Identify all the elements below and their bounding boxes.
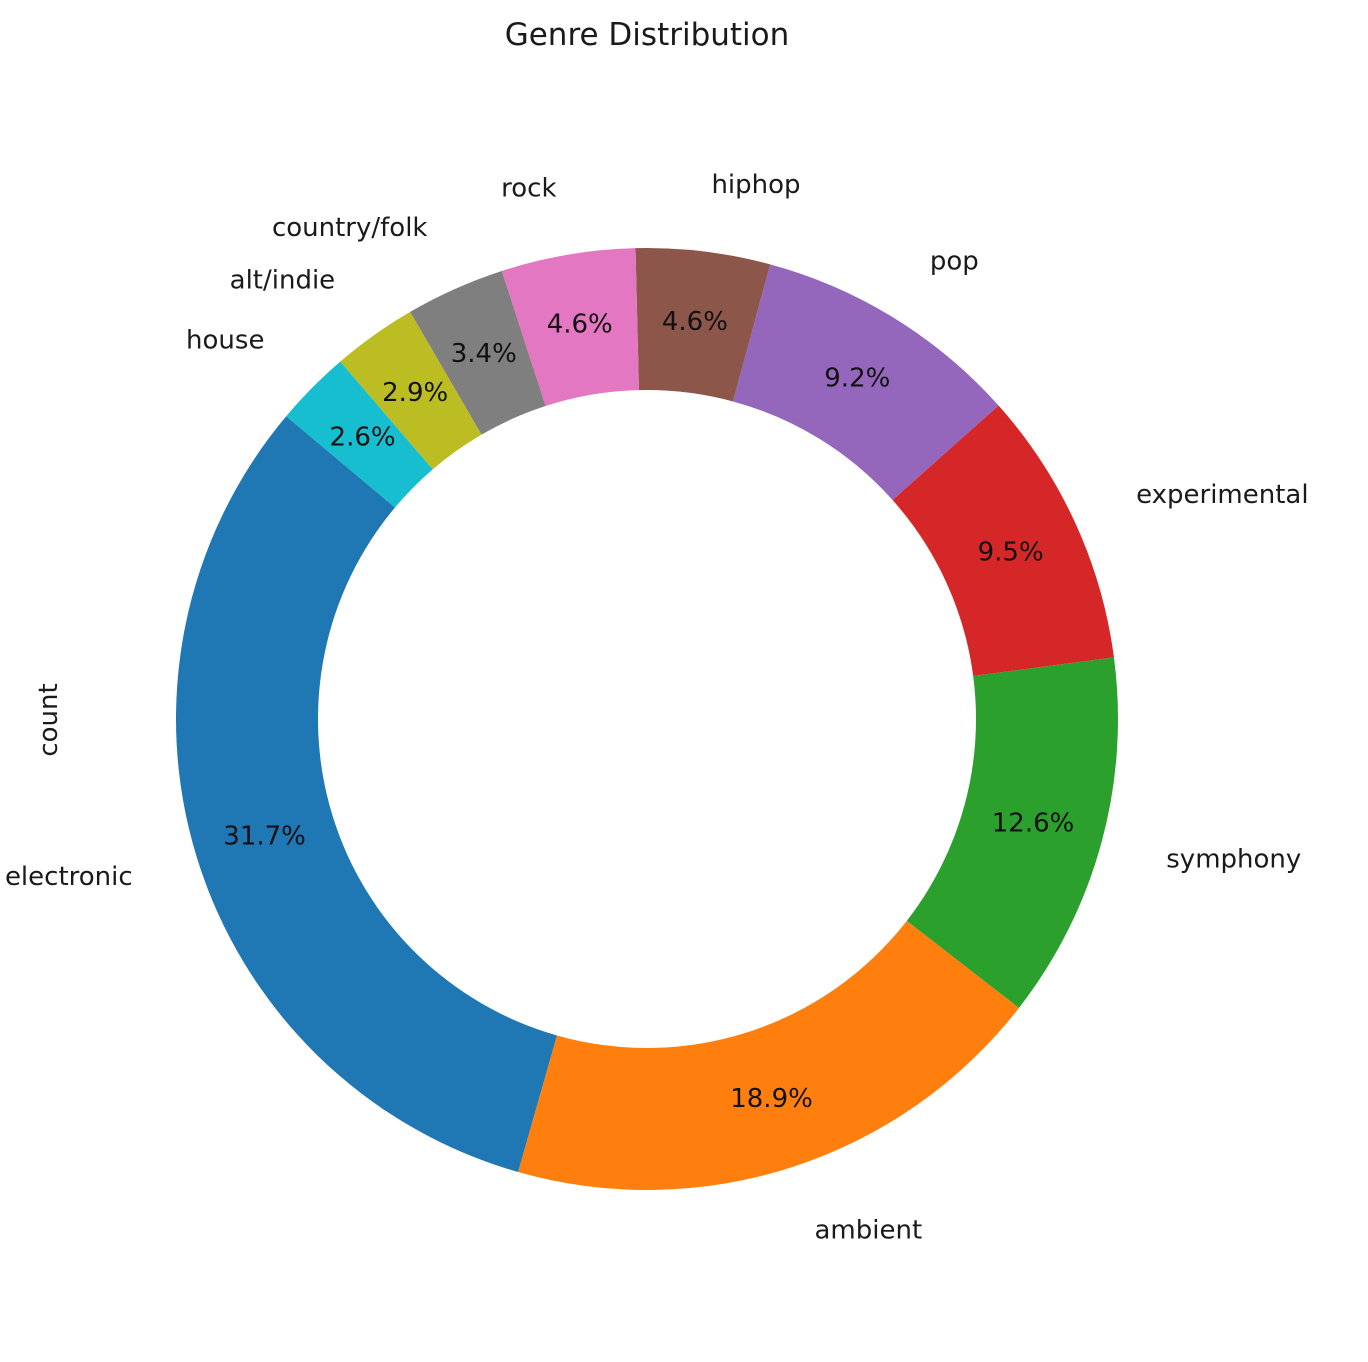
slice-label-pop: pop xyxy=(930,246,979,276)
slice-label-ambient: ambient xyxy=(815,1215,923,1245)
slice-pop xyxy=(733,264,999,501)
pct-label-country-folk: 3.4% xyxy=(451,339,517,369)
slice-experimental xyxy=(892,405,1114,676)
slice-ambient xyxy=(518,920,1019,1190)
pct-label-pop: 9.2% xyxy=(824,364,890,394)
slice-label-country-folk: country/folk xyxy=(272,213,428,243)
pct-label-hiphop: 4.6% xyxy=(662,307,728,337)
pct-label-alt-indie: 2.9% xyxy=(382,378,448,408)
pct-label-rock: 4.6% xyxy=(547,310,613,340)
pct-label-electronic: 31.7% xyxy=(223,821,306,851)
slice-label-experimental: experimental xyxy=(1136,480,1309,510)
slice-label-house: house xyxy=(186,326,264,356)
slice-hiphop xyxy=(635,248,771,402)
slice-rock xyxy=(501,248,639,407)
pct-label-house: 2.6% xyxy=(330,423,396,453)
slice-electronic xyxy=(176,416,557,1173)
y-axis-label: count xyxy=(34,683,64,756)
slice-label-hiphop: hiphop xyxy=(711,170,800,200)
slice-symphony xyxy=(906,657,1119,1008)
slice-house xyxy=(286,361,433,508)
slice-label-rock: rock xyxy=(501,174,556,204)
pie-labels: 31.7% electronic 18.9% ambient 12.6% symphony… xyxy=(5,170,1309,1245)
slice-label-electronic: electronic xyxy=(5,862,133,892)
slice-country-folk xyxy=(410,270,546,435)
pct-label-experimental: 9.5% xyxy=(978,537,1044,567)
slice-label-symphony: symphony xyxy=(1166,845,1301,875)
pie-slices xyxy=(176,248,1119,1190)
pct-label-ambient: 18.9% xyxy=(730,1084,813,1114)
slice-alt-indie xyxy=(340,311,482,470)
pct-label-symphony: 12.6% xyxy=(992,809,1075,839)
chart-title: Genre Distribution xyxy=(505,17,790,53)
slice-label-alt-indie: alt/indie xyxy=(230,266,336,296)
